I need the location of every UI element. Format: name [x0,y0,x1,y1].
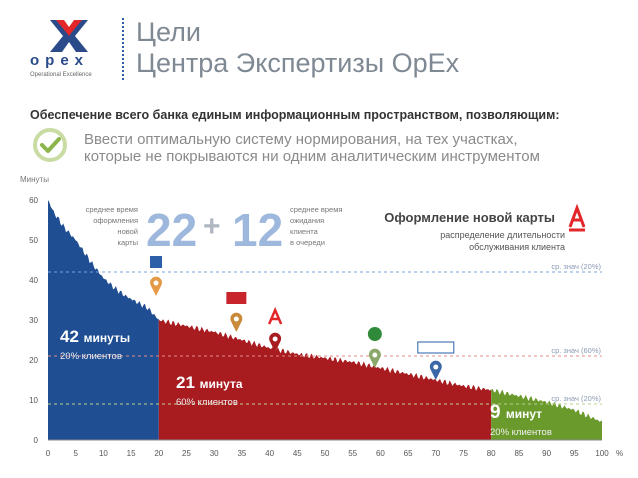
post-bank-icon [226,292,247,304]
x-tick-label: 75 [459,449,468,458]
alfa-bank-icon [267,306,283,325]
x-tick-label: 0 [46,449,51,458]
header-divider [122,18,124,80]
page-title-line1: Цели [136,17,201,47]
y-axis-label: Минуты [20,175,49,184]
x-tick-label: 30 [210,449,219,458]
annotation-caption: обслуживания клиента [469,242,565,252]
segment-share-label: 20% клиентов [60,351,122,362]
segment-value-label: 9 минут [490,402,542,423]
annotation-right-text: среднее время [290,205,342,214]
map-pin-dot [372,352,378,358]
x-tick-label: 90 [542,449,551,458]
segment-share-label: 60% клиентов [176,397,238,408]
map-pin [230,312,243,332]
annotation-left-text: оформления [93,216,138,225]
y-tick-label: 60 [29,196,38,205]
service-time-chart: Минуты 0 10 20 30 40 50 60 0 5 10 15 20 25 30 35 40 45 50 5… [20,175,623,458]
x-tick-label: 40 [265,449,274,458]
map-pin-dot [153,280,159,286]
goal-line2: которые не покрываются ни одним аналитич… [84,148,540,165]
annotation-left-text: среднее время [86,205,138,214]
x-tick-label: 10 [99,449,108,458]
area-segment-red [158,319,492,440]
reference-line-label: ср. знач (60%) [551,346,601,355]
reference-line-label: ср. знач (20%) [551,262,601,271]
checkmark-icon [33,128,67,162]
x-tick-label: 25 [182,449,191,458]
y-tick-label: 10 [29,396,38,405]
annotation-left-text: карты [118,238,138,247]
map-pin-dot [233,316,239,322]
map-pin-dot [433,364,439,370]
big-number-right: 12 [232,204,283,256]
opex-logo-icon [50,20,88,52]
x-tick-label: 95 [570,449,579,458]
segment-value-label: 21 минута [176,373,243,392]
y-tick-label: 20 [29,356,38,365]
annotation-caption: распределение длительности [440,230,565,240]
x-tick-label: 15 [127,449,136,458]
vtb24-icon [417,341,455,354]
x-tick-label: 50 [321,449,330,458]
logo-tagline: Operational Excellence [30,72,92,78]
y-tick-label: 50 [29,236,38,245]
logo-text: opex [30,52,90,69]
sberbank-icon [367,327,382,341]
segment-value-label: 42 минуты [60,327,130,346]
goal-line1: Ввести оптимальную систему нормирования,… [84,131,518,148]
reference-line-label: ср. знач (20%) [551,394,601,403]
x-tick-label: 5 [73,449,78,458]
map-pin [269,332,282,352]
x-axis-unit: % [616,449,623,458]
x-tick-label: 85 [514,449,523,458]
x-tick-label: 35 [237,449,246,458]
annotation-right-text: в очереди [290,238,325,247]
map-pin [150,276,163,296]
y-tick-label: 30 [29,316,38,325]
y-tick-label: 0 [34,436,39,445]
x-tick-label: 55 [348,449,357,458]
page-title-line2: Центра Экспертизы OpEx [136,48,460,78]
x-tick-label: 60 [376,449,385,458]
plus-sign: + [203,210,221,243]
x-tick-label: 70 [431,449,440,458]
x-tick-label: 45 [293,449,302,458]
x-tick-label: 65 [404,449,413,458]
x-tick-label: 100 [595,449,609,458]
area-segment-blue [48,200,159,440]
area-segment-green [491,388,602,440]
x-tick-label: 80 [487,449,496,458]
map-pin [429,360,442,380]
annotation-left-text: новой [117,227,138,236]
annotation-heading: Оформление новой карты [384,210,555,225]
gazprombank-icon [150,256,163,268]
alfa-logo-icon [568,203,586,232]
x-tick-label: 20 [154,449,163,458]
y-tick-label: 40 [29,276,38,285]
subtitle: Обеспечение всего банка единым информаци… [30,108,560,122]
map-pin [368,348,381,368]
annotation-right-text: клиента [290,227,319,236]
annotation-right-text: ожидания [290,216,324,225]
big-number-left: 22 [146,204,197,256]
segment-share-label: 20% клиентов [490,427,552,438]
map-pin-dot [272,336,278,342]
